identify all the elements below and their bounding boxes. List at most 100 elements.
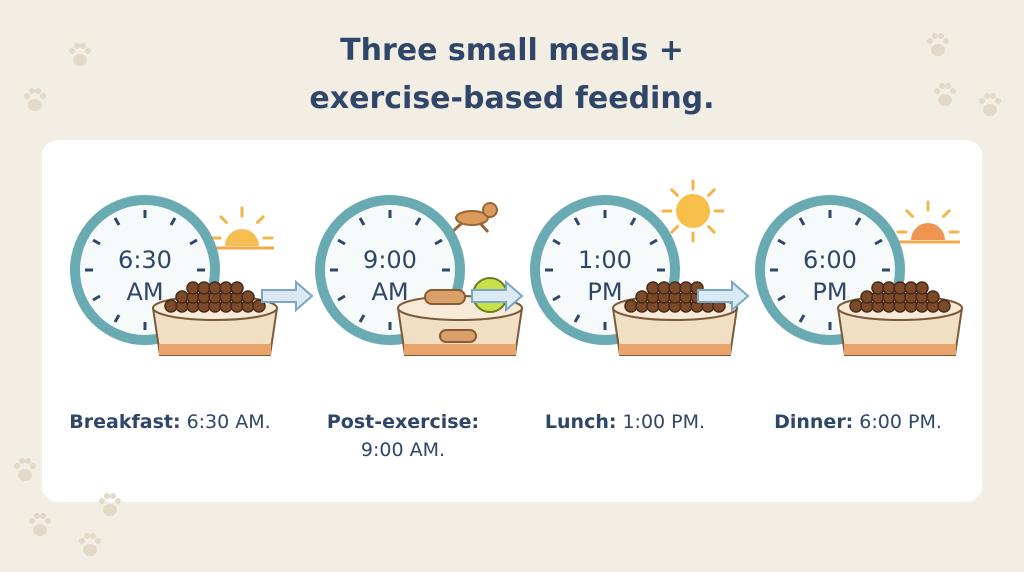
kibble bbox=[186, 281, 200, 295]
kibble bbox=[646, 281, 660, 295]
paw-toe bbox=[19, 458, 25, 464]
dog-head bbox=[482, 202, 498, 218]
paw-toe bbox=[938, 33, 944, 39]
sun-body bbox=[911, 223, 945, 240]
clock-tick bbox=[92, 238, 101, 246]
paw-toe bbox=[80, 43, 86, 49]
clock-time: 6:30 bbox=[118, 246, 172, 274]
kibble bbox=[208, 281, 222, 295]
sun-ray bbox=[256, 215, 265, 224]
kibble bbox=[871, 281, 885, 295]
paw-print bbox=[99, 493, 121, 516]
clock-tick bbox=[573, 314, 581, 323]
paw-toe bbox=[14, 463, 20, 469]
clock-tick bbox=[777, 238, 786, 246]
clock-tick bbox=[552, 238, 561, 246]
sun-icon bbox=[210, 206, 274, 250]
clock-tick bbox=[169, 217, 177, 226]
sun-ray bbox=[670, 188, 679, 197]
paw-toe bbox=[995, 98, 1001, 104]
paw-print bbox=[934, 83, 956, 106]
paw-toe bbox=[939, 83, 945, 89]
paw-toe bbox=[90, 533, 96, 539]
arrow bbox=[261, 279, 314, 313]
clock-tick bbox=[629, 217, 637, 226]
sun-ray bbox=[942, 209, 951, 218]
sun-ray bbox=[905, 209, 914, 218]
paw-toe bbox=[29, 88, 35, 94]
kibble bbox=[893, 281, 907, 295]
food-bowl bbox=[611, 281, 739, 356]
clock-tick bbox=[337, 294, 346, 302]
kibble bbox=[230, 281, 244, 295]
paw-pad bbox=[83, 544, 97, 556]
sun-ray bbox=[219, 215, 228, 224]
clock-tick bbox=[337, 238, 346, 246]
bowl-band bbox=[159, 344, 271, 355]
paw-toe bbox=[24, 93, 30, 99]
paw-toe bbox=[34, 513, 40, 519]
paw-toe bbox=[74, 43, 80, 49]
clock-tick bbox=[777, 294, 786, 302]
paw-print bbox=[79, 533, 101, 556]
clock-tick bbox=[113, 314, 121, 323]
paw-toe bbox=[40, 93, 46, 99]
paw-toe bbox=[30, 463, 36, 469]
clock-time: 6:00 bbox=[803, 246, 857, 274]
paw-pad bbox=[103, 504, 117, 516]
clock-tick bbox=[874, 238, 883, 246]
kibble bbox=[657, 281, 671, 295]
paw-toe bbox=[984, 93, 990, 99]
kibble bbox=[926, 290, 940, 304]
sun-body bbox=[225, 229, 259, 246]
clock-tick bbox=[434, 238, 443, 246]
paw-pad bbox=[983, 104, 997, 116]
paw-print bbox=[24, 88, 46, 111]
clock-tick bbox=[113, 217, 121, 226]
paw-toe bbox=[35, 88, 41, 94]
clock-tick bbox=[798, 314, 806, 323]
paw-toe bbox=[29, 518, 35, 524]
kibble bbox=[197, 281, 211, 295]
bone-decor bbox=[439, 329, 477, 343]
sun-ray bbox=[670, 225, 679, 234]
clock-tick bbox=[552, 294, 561, 302]
paw-toe bbox=[79, 538, 85, 544]
step-time: 6:30 AM. bbox=[187, 411, 271, 433]
kibble bbox=[164, 299, 178, 313]
arrow bbox=[697, 279, 750, 313]
clock-period: AM bbox=[126, 278, 163, 306]
paw-print bbox=[69, 43, 91, 66]
step-caption: Breakfast: 6:30 AM. bbox=[69, 411, 270, 433]
kibble bbox=[849, 299, 863, 313]
dog-body bbox=[455, 210, 489, 226]
paw-toe bbox=[84, 533, 90, 539]
paw-toe bbox=[979, 98, 985, 104]
clock-tick bbox=[414, 217, 422, 226]
step-label: Post-exercise: bbox=[327, 411, 479, 433]
paw-toe bbox=[69, 48, 75, 54]
bowl-band bbox=[844, 344, 956, 355]
sun-icon bbox=[661, 179, 725, 243]
step-label: Dinner: bbox=[774, 411, 853, 433]
paw-toe bbox=[990, 93, 996, 99]
title-line: exercise-based feeding. bbox=[309, 81, 714, 116]
paw-pad bbox=[18, 469, 32, 481]
clock-period: PM bbox=[812, 278, 847, 306]
paw-toe bbox=[104, 493, 110, 499]
paw-toe bbox=[950, 88, 956, 94]
paw-toe bbox=[40, 513, 46, 519]
bowl-band bbox=[619, 344, 731, 355]
clock-tick bbox=[798, 217, 806, 226]
kibble bbox=[219, 281, 233, 295]
paw-toe bbox=[943, 38, 949, 44]
clock-period: AM bbox=[371, 278, 408, 306]
arrow bbox=[471, 279, 524, 313]
title-line: Three small meals + bbox=[340, 33, 684, 68]
clock-tick bbox=[92, 294, 101, 302]
step-time: 1:00 PM. bbox=[622, 411, 705, 433]
paw-toe bbox=[934, 88, 940, 94]
sun-body bbox=[676, 194, 710, 228]
